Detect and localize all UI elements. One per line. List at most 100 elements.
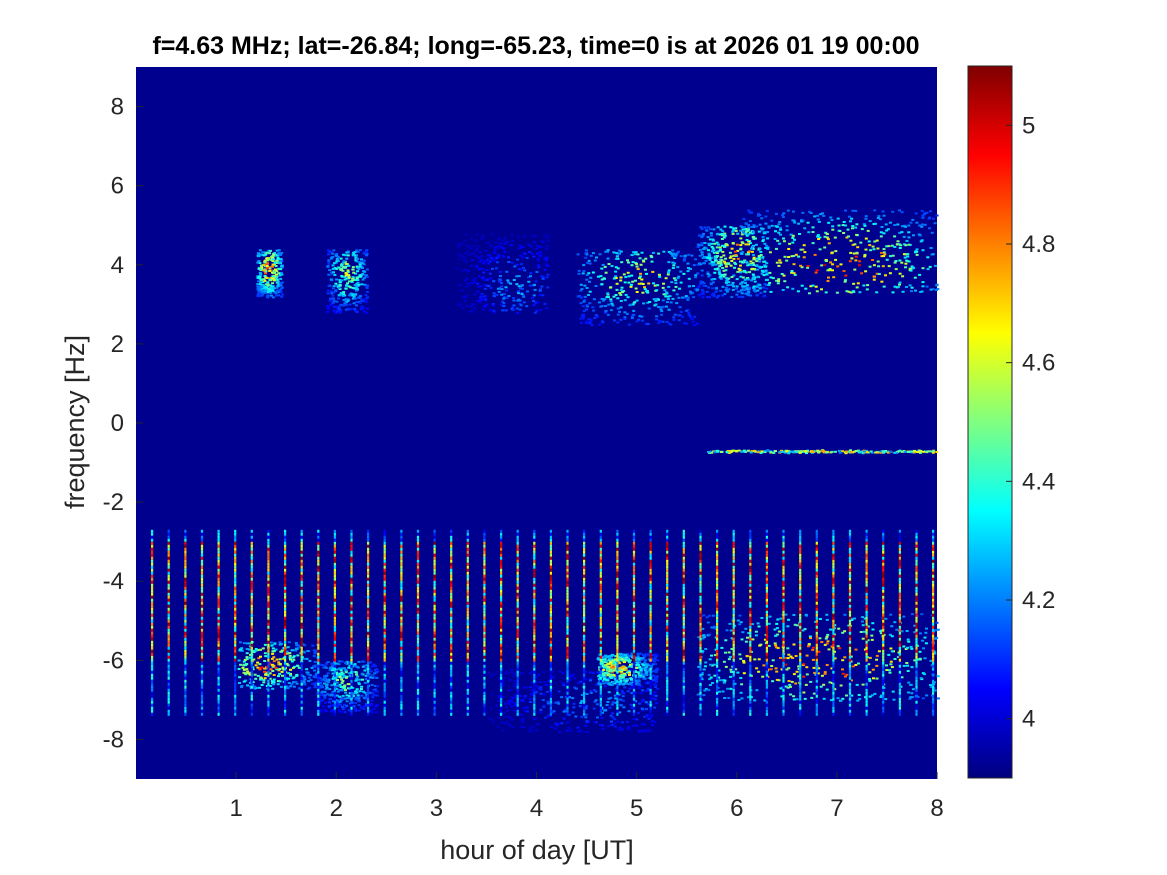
upper-trace-cell (257, 255, 261, 258)
lower-trace-cell (242, 668, 246, 671)
upper-trace-cell (725, 290, 729, 293)
stripe-cell (200, 628, 204, 632)
upper-trace-cell (719, 262, 723, 265)
lower-trace-cell (897, 656, 900, 658)
lower-trace-cell (558, 670, 562, 673)
upper-trace-cell (366, 296, 370, 299)
lower-trace-cell (871, 668, 875, 671)
stripe-cell (184, 661, 187, 665)
lower-trace-cell (243, 658, 247, 661)
lower-trace-cell (545, 690, 549, 693)
stripe-cell (267, 706, 270, 710)
stripe-cell (300, 577, 303, 581)
stripe-cell (250, 691, 253, 695)
stripe-cell (234, 643, 237, 647)
upper-trace-cell (710, 261, 714, 263)
stripe-cell (234, 709, 237, 713)
lower-trace-cell (246, 672, 250, 675)
upper-trace-cell (512, 297, 515, 299)
stripe-cell (184, 553, 187, 557)
upper-trace-cell (898, 209, 902, 212)
upper-trace-cell (844, 209, 847, 212)
lower-trace-cell (371, 694, 375, 697)
upper-trace-cell (731, 284, 735, 286)
upper-trace-cell (883, 253, 887, 256)
stripe-cell (250, 697, 253, 701)
lower-trace-cell (512, 709, 516, 712)
upper-trace-cell (338, 284, 342, 287)
lower-trace-cell (326, 672, 330, 675)
upper-trace-cell (365, 286, 369, 289)
stripe-cell (234, 538, 237, 542)
lower-trace-cell (554, 727, 558, 730)
stripe-cell (317, 586, 320, 590)
lower-trace-cell (318, 663, 322, 666)
lower-trace-cell (508, 716, 512, 719)
upper-trace-cell (806, 265, 810, 267)
lower-trace-cell (580, 700, 584, 702)
stripe-cell (200, 610, 204, 614)
upper-trace-cell (502, 297, 506, 300)
upper-trace-cell (329, 303, 333, 306)
lower-trace-cell (871, 694, 874, 697)
stripe-cell (317, 553, 320, 557)
stripe-cell (250, 640, 253, 644)
upper-trace-cell (711, 263, 715, 266)
lower-trace-cell (525, 710, 529, 713)
stripe-cell (200, 568, 204, 572)
upper-trace-cell (685, 322, 689, 325)
stripe-cell (284, 649, 287, 653)
upper-trace-cell (674, 282, 678, 285)
lower-trace-cell (338, 689, 342, 692)
upper-trace-cell (743, 282, 747, 284)
stripe-cell (184, 694, 187, 698)
upper-trace-cell (337, 307, 341, 310)
lower-trace-cell (263, 667, 267, 670)
stripe-cell (317, 637, 320, 641)
lower-trace-cell (627, 710, 631, 713)
upper-trace-cell (505, 270, 509, 273)
upper-trace-cell (341, 261, 345, 264)
stripe-cell (151, 541, 154, 545)
upper-trace-cell (789, 233, 793, 236)
upper-trace-cell (643, 268, 647, 271)
lower-trace-cell (539, 692, 543, 695)
lower-trace-cell (639, 668, 643, 671)
lower-trace-cell (498, 677, 502, 680)
upper-trace-cell (785, 259, 789, 262)
zero-band-cell (907, 451, 910, 453)
stripe-cell (267, 625, 270, 629)
upper-trace-cell (703, 242, 707, 244)
lower-trace-cell (641, 700, 645, 703)
upper-trace-cell (623, 316, 627, 319)
upper-trace-cell (491, 233, 495, 236)
upper-trace-cell (915, 248, 919, 251)
stripe-cell (200, 529, 204, 533)
upper-trace-cell (616, 307, 620, 310)
lower-trace-cell (277, 675, 280, 678)
upper-trace-cell (576, 253, 580, 256)
lower-trace-cell (817, 650, 821, 653)
stripe-cell (267, 664, 270, 668)
upper-trace-cell (595, 256, 598, 259)
stripe-cell (284, 682, 287, 686)
lower-trace-cell (302, 680, 306, 683)
upper-trace-cell (704, 259, 708, 262)
lower-trace-cell (867, 663, 871, 666)
zero-band-cell (788, 450, 792, 453)
stripe-cell (151, 706, 154, 710)
lower-trace-cell (612, 669, 616, 672)
upper-trace-cell (719, 275, 723, 278)
upper-trace-cell (781, 214, 785, 216)
lower-trace-cell (336, 690, 340, 693)
upper-trace-cell (752, 286, 755, 289)
lower-trace-cell (610, 660, 614, 663)
stripe-cell (333, 625, 336, 629)
lower-trace-cell (620, 728, 624, 731)
lower-trace-cell (278, 641, 282, 644)
stripe-cell (300, 562, 303, 566)
upper-trace-cell (631, 303, 635, 306)
upper-trace-cell (330, 279, 334, 282)
lower-trace-cell (279, 650, 283, 653)
upper-trace-cell (667, 269, 671, 272)
